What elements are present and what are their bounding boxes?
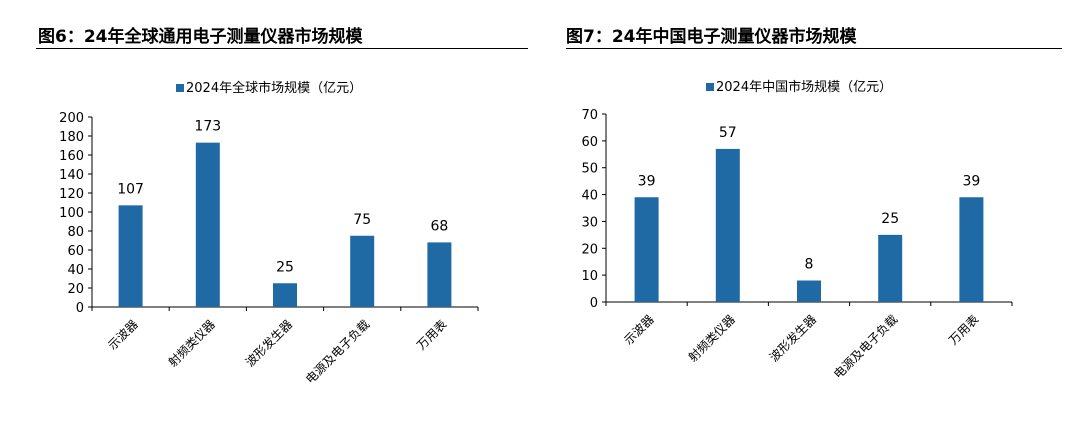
y-tick-label: 30 [581,215,598,230]
y-tick-label: 120 [59,187,84,202]
y-tick-label: 20 [581,242,598,257]
legend-label: 2024年中国市场规模（亿元） [716,79,892,95]
category-label: 示波器 [105,317,140,352]
y-tick-label: 200 [59,111,84,126]
y-tick-label: 80 [67,225,84,240]
y-tick-label: 40 [67,263,84,278]
bar [634,197,659,302]
data-label: 25 [276,259,294,275]
bar [427,242,452,307]
legend-swatch [176,84,184,92]
data-label: 173 [194,119,221,135]
category-label: 万用表 [946,312,981,347]
category-label: 电源及电子负载 [303,317,372,386]
data-label: 8 [805,257,814,273]
bar [959,197,984,302]
bar [273,283,297,307]
figure-7-title: 图7：24年中国电子测量仪器市场规模 [566,27,857,47]
y-tick-label: 160 [59,149,84,164]
bar [350,235,375,307]
category-label: 电源及电子负载 [831,312,900,381]
y-tick-label: 140 [59,168,84,183]
bar [195,142,220,307]
y-tick-label: 20 [67,282,84,297]
y-tick-label: 50 [581,162,598,177]
figure-7-panel: 图7：24年中国电子测量仪器市场规模 2024年中国市场规模（亿元） 0 10 20 3… [558,0,1080,421]
y-tick-label: 0 [76,301,84,316]
data-label: 25 [881,211,899,227]
category-label: 波形发生器 [242,317,295,370]
figure-6-panel: 图6：24年全球通用电子测量仪器市场规模 2024年全球市场规模（亿元） 0 20 4… [36,27,528,387]
category-label: 万用表 [414,317,449,352]
y-tick-label: 60 [67,244,84,259]
data-label: 107 [117,181,144,197]
bar [118,205,143,307]
legend-swatch [706,83,714,91]
bar [715,148,740,302]
data-label: 39 [962,173,980,189]
y-tick-label: 10 [581,269,598,284]
y-tick-label: 60 [581,135,598,150]
data-label: 57 [719,125,737,141]
figure-7-chart: 2024年中国市场规模（亿元） 0 10 20 30 40 50 60 70 39 示波器 57 射频类… [581,79,1013,382]
data-label: 68 [430,218,448,234]
data-label: 39 [638,173,656,189]
y-tick-label: 100 [59,206,84,221]
legend-label: 2024年全球市场规模（亿元） [186,80,362,96]
figure-6-title-rule [36,48,528,49]
category-label: 波形发生器 [766,312,819,365]
category-label: 示波器 [621,312,656,347]
figure-7-title-rule [566,48,1062,49]
y-tick-label: 70 [581,108,598,123]
data-label: 75 [353,212,371,228]
category-label: 射频类仪器 [685,312,738,365]
bar [878,234,903,302]
figure-6-chart: 2024年全球市场规模（亿元） 0 20 40 60 80 100 120 140 160 180 2… [59,80,479,387]
y-tick-label: 180 [59,130,84,145]
y-tick-label: 40 [581,189,598,204]
bar [797,280,821,302]
y-tick-label: 0 [590,296,598,311]
category-label: 射频类仪器 [165,317,218,370]
figure-6-title: 图6：24年全球通用电子测量仪器市场规模 [38,27,363,47]
